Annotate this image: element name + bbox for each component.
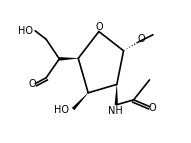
Polygon shape <box>115 84 118 105</box>
Polygon shape <box>129 46 130 48</box>
Polygon shape <box>136 42 138 44</box>
Text: HO: HO <box>18 26 33 36</box>
Polygon shape <box>127 48 128 49</box>
Polygon shape <box>72 93 88 110</box>
Text: HO: HO <box>54 105 69 115</box>
Polygon shape <box>131 45 133 46</box>
Text: O: O <box>29 79 36 89</box>
Text: NH: NH <box>108 106 122 116</box>
Text: O: O <box>137 34 145 44</box>
Polygon shape <box>134 43 135 45</box>
Polygon shape <box>59 57 78 61</box>
Text: O: O <box>96 22 103 32</box>
Text: O: O <box>148 103 156 113</box>
